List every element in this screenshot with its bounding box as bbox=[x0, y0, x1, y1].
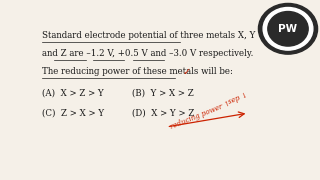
Text: (C)  Z > X > Y: (C) Z > X > Y bbox=[43, 109, 105, 118]
Text: (D)  X > Y > Z: (D) X > Y > Z bbox=[132, 109, 194, 118]
Text: ✓: ✓ bbox=[183, 67, 191, 77]
Circle shape bbox=[268, 12, 308, 46]
Text: The reducing power of these metals will be:: The reducing power of these metals will … bbox=[43, 67, 233, 76]
Text: sep ↓: sep ↓ bbox=[227, 91, 249, 106]
Text: PW: PW bbox=[278, 24, 298, 34]
Text: reducing power ↑: reducing power ↑ bbox=[169, 99, 232, 131]
Text: (A)  X > Z > Y: (A) X > Z > Y bbox=[43, 88, 104, 97]
Text: (B)  Y > X > Z: (B) Y > X > Z bbox=[132, 88, 194, 97]
Circle shape bbox=[263, 8, 313, 50]
Text: Standard electrode potential of three metals X, Y: Standard electrode potential of three me… bbox=[43, 31, 256, 40]
Circle shape bbox=[259, 3, 317, 54]
Text: and Z are –1.2 V, +0.5 V and –3.0 V respectively.: and Z are –1.2 V, +0.5 V and –3.0 V resp… bbox=[43, 49, 254, 58]
